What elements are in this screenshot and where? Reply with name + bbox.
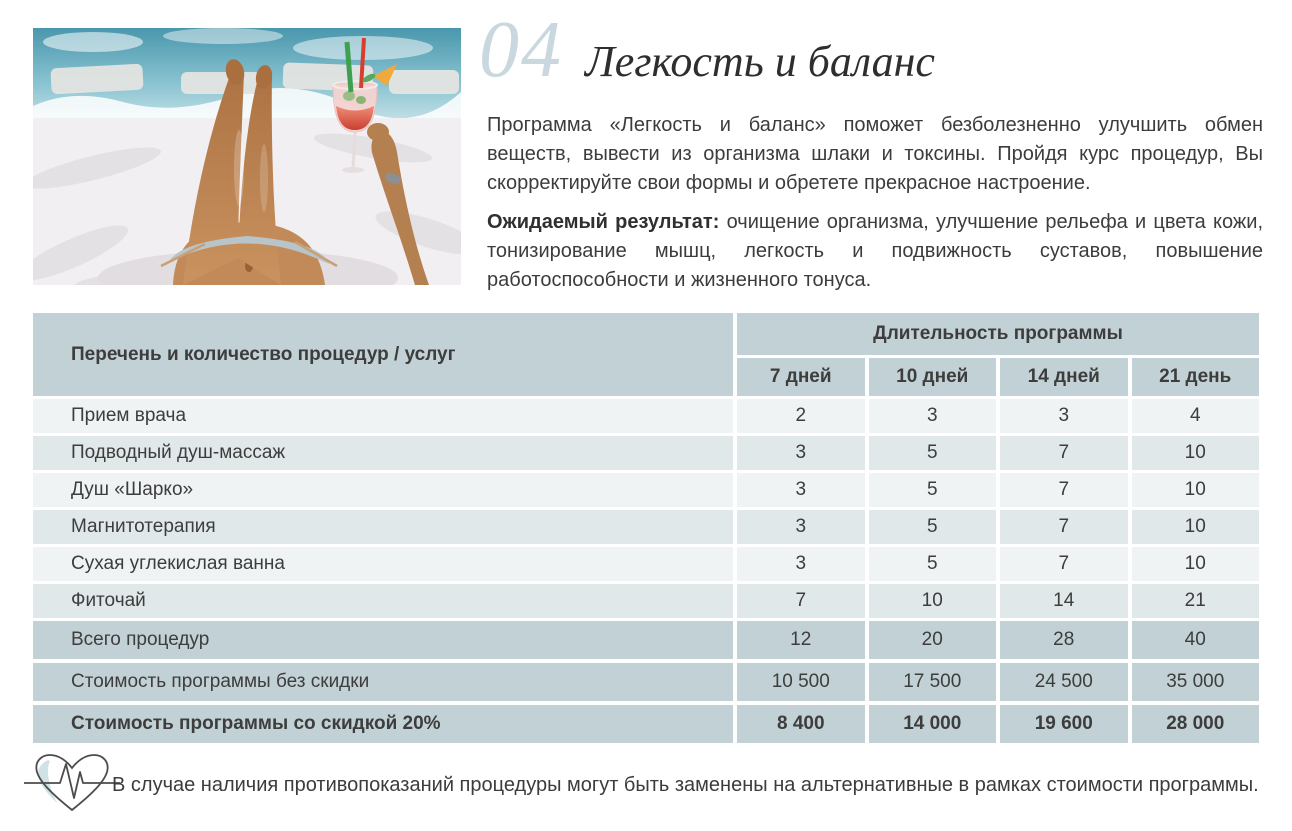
duration-header-14: 14 дней — [1000, 358, 1128, 396]
row-label: Стоимость программы без скидки — [33, 663, 733, 701]
duration-header-10: 10 дней — [868, 358, 996, 396]
row-value: 3 — [868, 399, 996, 433]
row-value: 10 — [1131, 436, 1259, 470]
duration-group-header: Длительность программы — [737, 313, 1259, 355]
table-row: Душ «Шарко» 3 5 7 10 — [33, 473, 1259, 507]
row-value: 3 — [737, 436, 865, 470]
table-row: Подводный душ-массаж 3 5 7 10 — [33, 436, 1259, 470]
row-value: 10 — [1131, 547, 1259, 581]
row-value: 7 — [1000, 436, 1128, 470]
expected-result-text: очищение организма, улучшение рельефа и … — [487, 211, 1263, 291]
table-row-price-discount: Стоимость программы со скидкой 20% 8 400… — [33, 705, 1259, 743]
table-duration-header: Длительность программы 7 дней 10 дней 14… — [737, 313, 1259, 396]
row-value: 3 — [737, 473, 865, 507]
table-row-total: Всего процедур 12 20 28 40 — [33, 621, 1259, 659]
row-value: 12 — [737, 621, 865, 659]
hero-photo — [33, 28, 461, 285]
row-label: Стоимость программы со скидкой 20% — [33, 705, 733, 743]
row-value: 8 400 — [737, 705, 865, 743]
row-value: 2 — [737, 399, 865, 433]
row-value: 21 — [1131, 584, 1259, 618]
row-value: 3 — [737, 547, 865, 581]
duration-subheaders: 7 дней 10 дней 14 дней 21 день — [737, 358, 1259, 396]
row-value: 3 — [737, 510, 865, 544]
program-description: Программа «Легкость и баланс» поможет бе… — [487, 114, 1263, 194]
expected-result: Ожидаемый результат: очищение организма,… — [487, 208, 1263, 295]
row-label: Душ «Шарко» — [33, 473, 733, 507]
duration-header-7: 7 дней — [737, 358, 865, 396]
row-value: 10 — [1131, 510, 1259, 544]
row-value: 10 500 — [737, 663, 865, 701]
row-value: 7 — [1000, 510, 1128, 544]
row-value: 4 — [1131, 399, 1259, 433]
row-label: Сухая углекислая ванна — [33, 547, 733, 581]
row-label: Фиточай — [33, 584, 733, 618]
table-row: Магнитотерапия 3 5 7 10 — [33, 510, 1259, 544]
duration-header-21: 21 день — [1131, 358, 1259, 396]
program-table: Перечень и количество процедур / услуг Д… — [33, 313, 1259, 747]
row-value: 40 — [1131, 621, 1259, 659]
row-value: 24 500 — [1000, 663, 1128, 701]
row-value: 5 — [868, 436, 996, 470]
row-value: 35 000 — [1131, 663, 1259, 701]
row-label: Прием врача — [33, 399, 733, 433]
table-row: Сухая углекислая ванна 3 5 7 10 — [33, 547, 1259, 581]
row-value: 3 — [1000, 399, 1128, 433]
row-value: 5 — [868, 547, 996, 581]
table-header: Перечень и количество процедур / услуг Д… — [33, 313, 1259, 396]
table-row: Прием врача 2 3 3 4 — [33, 399, 1259, 433]
row-label: Магнитотерапия — [33, 510, 733, 544]
page-title: Легкость и баланс — [585, 37, 935, 86]
row-value: 10 — [868, 584, 996, 618]
row-value: 28 000 — [1131, 705, 1259, 743]
row-value: 17 500 — [868, 663, 996, 701]
row-value: 7 — [1000, 547, 1128, 581]
footnote: В случае наличия противопоказаний процед… — [112, 774, 1259, 796]
row-value: 28 — [1000, 621, 1128, 659]
table-row: Фиточай 7 10 14 21 — [33, 584, 1259, 618]
row-value: 19 600 — [1000, 705, 1128, 743]
beach-photo-illustration — [33, 28, 461, 285]
row-value: 7 — [737, 584, 865, 618]
row-value: 5 — [868, 473, 996, 507]
row-label: Подводный душ-массаж — [33, 436, 733, 470]
table-row-price: Стоимость программы без скидки 10 500 17… — [33, 663, 1259, 701]
section-number: 04 — [479, 6, 563, 94]
row-value: 5 — [868, 510, 996, 544]
row-value: 14 000 — [868, 705, 996, 743]
row-value: 14 — [1000, 584, 1128, 618]
row-value: 10 — [1131, 473, 1259, 507]
heart-pulse-icon — [24, 752, 120, 816]
row-value: 20 — [868, 621, 996, 659]
row-value: 7 — [1000, 473, 1128, 507]
table-col1-header: Перечень и количество процедур / услуг — [33, 313, 733, 396]
row-label: Всего процедур — [33, 621, 733, 659]
expected-result-label: Ожидаемый результат: — [487, 211, 720, 233]
